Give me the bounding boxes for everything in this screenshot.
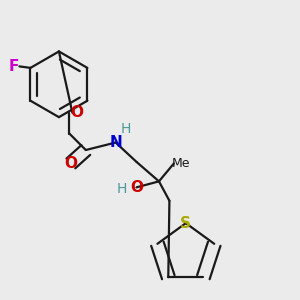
Text: F: F xyxy=(9,59,19,74)
Text: Me: Me xyxy=(172,157,190,170)
Text: H: H xyxy=(121,122,131,136)
Text: O: O xyxy=(70,105,83,120)
Text: O: O xyxy=(130,180,143,195)
Text: H: H xyxy=(116,182,127,197)
Text: S: S xyxy=(180,216,191,231)
Text: O: O xyxy=(64,156,77,171)
Text: N: N xyxy=(109,135,122,150)
